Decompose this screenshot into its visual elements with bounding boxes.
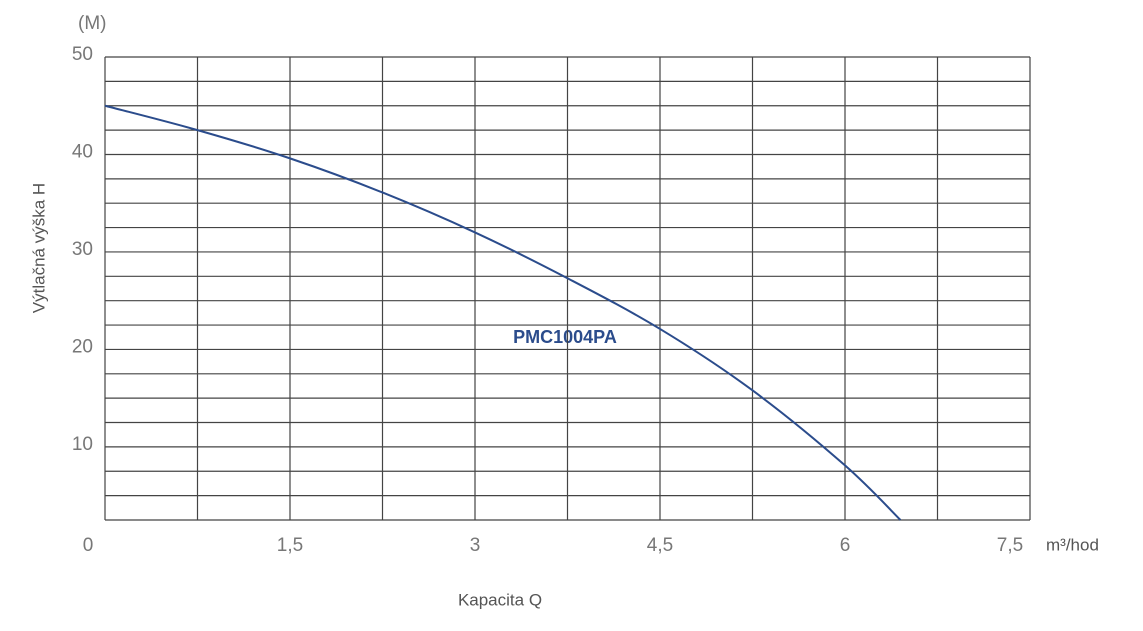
y-axis-title: Výtlačná výška H (29, 183, 48, 313)
y-tick-label: 50 (72, 44, 93, 65)
y-tick-label: 20 (72, 336, 93, 357)
y-tick-label: 40 (72, 141, 93, 162)
curve (104, 104, 902, 521)
x-tick-label: 6 (840, 535, 851, 556)
x-unit: m³/hod (1046, 535, 1099, 554)
x-tick-label: 1,5 (277, 535, 303, 556)
x-tick-label: 7,5 (997, 535, 1023, 556)
x-tick-label: 4,5 (647, 535, 673, 556)
y-unit: (M) (78, 13, 106, 34)
curve-label: PMC1004PA (513, 327, 617, 347)
x-tick-label: 0 (83, 535, 94, 556)
x-axis-title: Kapacita Q (458, 590, 542, 609)
y-tick-label: 10 (72, 434, 93, 455)
y-tick-label: 30 (72, 239, 93, 260)
x-tick-label: 3 (470, 535, 481, 556)
